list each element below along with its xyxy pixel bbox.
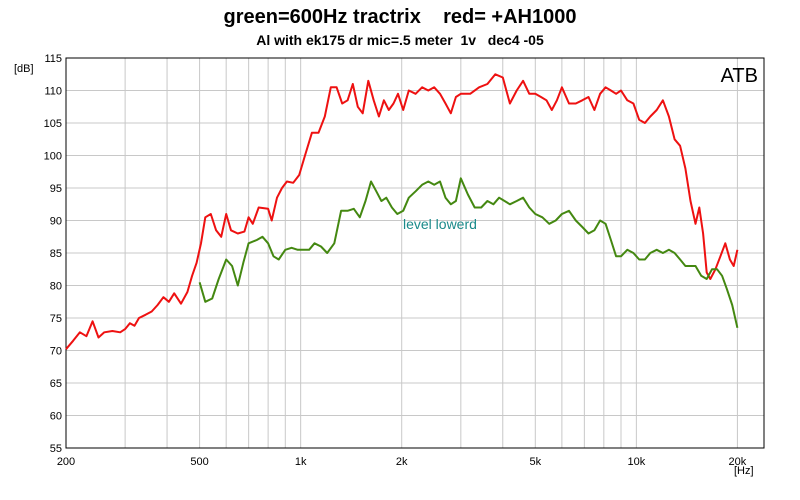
brand-label: ATB [721, 65, 758, 87]
y-tick-label: 65 [50, 378, 62, 390]
x-axis-ticks: 200 500 1k 2k 5k 10k 20k [57, 456, 747, 468]
x-tick-label: 1k [295, 456, 307, 468]
annotation-label: level lowerd [403, 216, 477, 232]
chart-title: green=600Hz tractrix red= +AH1000 [223, 6, 577, 28]
y-axis-unit-label: [dB] [14, 63, 34, 75]
plot-area-border [65, 57, 765, 449]
y-tick-label: 100 [44, 151, 62, 163]
x-axis-unit-label: [Hz] [734, 465, 754, 477]
y-tick-label: 95 [50, 183, 62, 195]
grid [65, 57, 764, 449]
y-tick-label: 75 [50, 313, 62, 325]
y-tick-label: 60 [50, 411, 62, 423]
x-tick-label: 20k [729, 456, 747, 468]
x-tick-label: 200 [57, 456, 75, 468]
x-tick-label: 2k [396, 456, 408, 468]
y-tick-label: 70 [50, 346, 62, 358]
y-tick-label: 90 [50, 216, 62, 228]
y-tick-label: 55 [50, 443, 62, 455]
y-tick-label: 115 [44, 53, 62, 65]
series-line-green [198, 177, 739, 329]
series [65, 73, 739, 350]
x-tick-label: 500 [190, 456, 208, 468]
y-tick-label: 110 [44, 86, 62, 98]
y-tick-label: 80 [50, 281, 62, 293]
y-tick-label: 105 [44, 118, 62, 130]
y-axis-ticks: 55 60 65 70 75 80 85 90 95 100 105 110 115 [44, 53, 62, 455]
x-tick-label: 5k [529, 456, 541, 468]
annotations: level lowerd [403, 216, 477, 232]
x-tick-label: 10k [627, 456, 645, 468]
series-line-red [65, 73, 739, 350]
chart-subtitle: Al with ek175 dr mic=.5 meter 1v dec4 -0… [256, 32, 544, 48]
y-tick-label: 85 [50, 248, 62, 260]
